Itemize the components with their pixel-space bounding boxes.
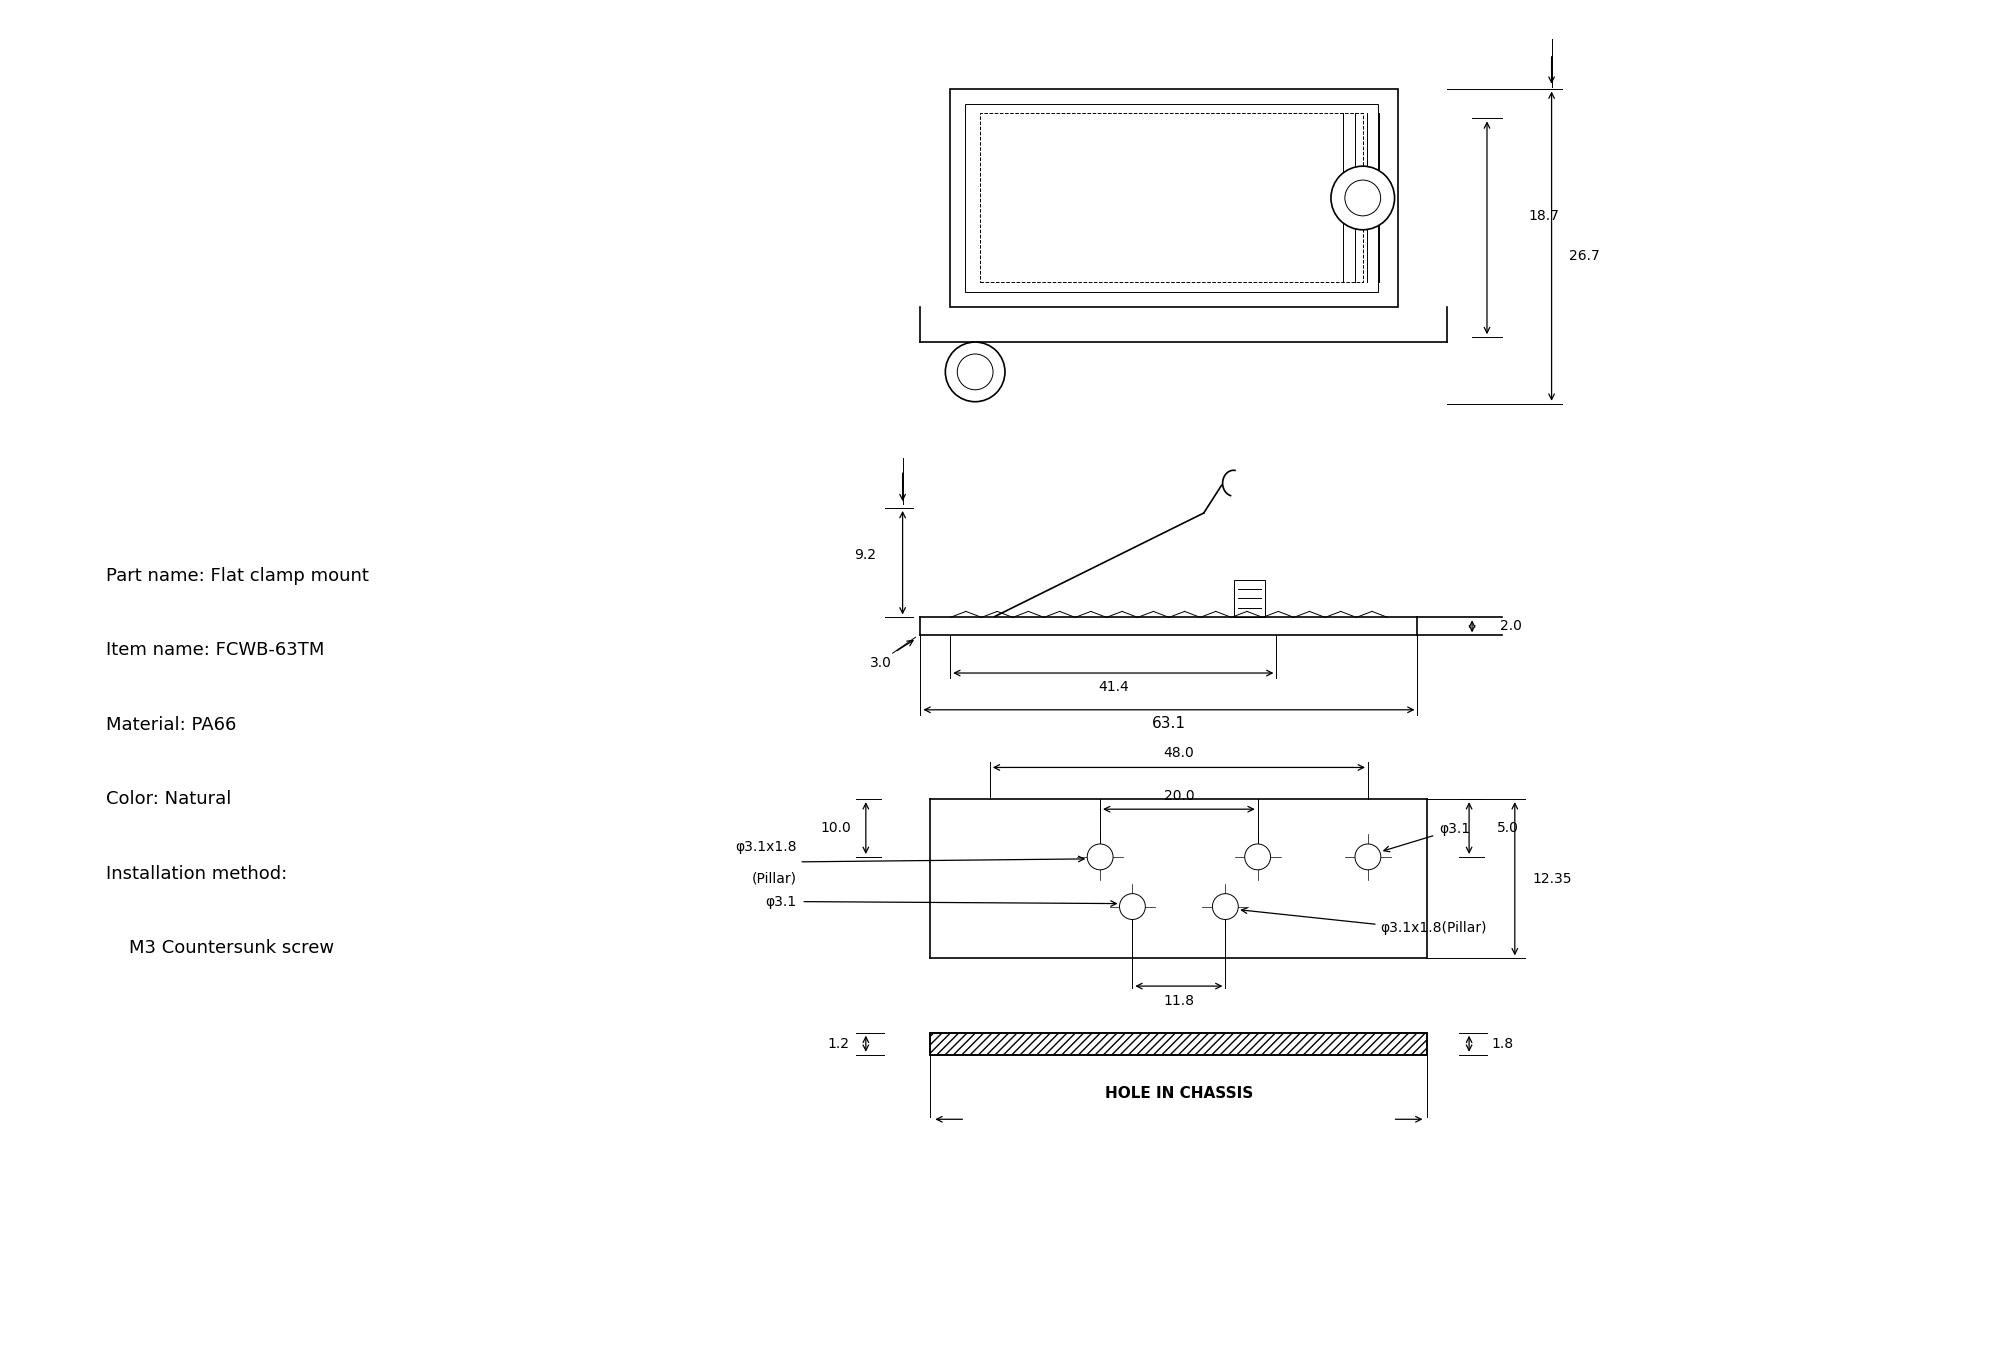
Circle shape (958, 354, 994, 390)
FancyBboxPatch shape (1234, 580, 1266, 618)
Circle shape (1244, 844, 1270, 870)
Text: 26.7: 26.7 (1570, 249, 1600, 263)
Text: Color: Natural: Color: Natural (106, 790, 230, 808)
Circle shape (1354, 844, 1380, 870)
Text: 3.0: 3.0 (870, 656, 892, 671)
Text: Item name: FCWB-63TM: Item name: FCWB-63TM (106, 641, 324, 659)
Circle shape (946, 341, 1004, 401)
FancyBboxPatch shape (930, 1033, 1428, 1054)
Circle shape (1120, 894, 1146, 920)
Circle shape (1330, 167, 1394, 230)
Text: 1.8: 1.8 (1490, 1037, 1514, 1050)
Circle shape (1212, 894, 1238, 920)
Text: (Pillar): (Pillar) (752, 871, 796, 886)
Text: Installation method:: Installation method: (106, 864, 286, 883)
Text: 11.8: 11.8 (1164, 995, 1194, 1008)
Text: 41.4: 41.4 (1098, 680, 1128, 694)
Text: φ3.1: φ3.1 (766, 894, 796, 909)
Text: 10.0: 10.0 (820, 821, 852, 835)
Text: 9.2: 9.2 (854, 547, 876, 562)
Circle shape (1344, 180, 1380, 215)
Text: φ3.1x1.8: φ3.1x1.8 (734, 840, 796, 854)
Text: 63.1: 63.1 (1152, 717, 1186, 732)
Text: 1.2: 1.2 (828, 1037, 850, 1050)
Text: M3 Countersunk screw: M3 Countersunk screw (106, 939, 334, 958)
FancyBboxPatch shape (980, 114, 1362, 282)
Text: 12.35: 12.35 (1532, 871, 1572, 886)
FancyBboxPatch shape (966, 103, 1378, 293)
Text: Part name: Flat clamp mount: Part name: Flat clamp mount (106, 566, 368, 584)
Text: 2.0: 2.0 (1500, 619, 1522, 633)
Text: 5.0: 5.0 (1496, 821, 1518, 835)
Circle shape (1088, 844, 1114, 870)
Text: HOLE IN CHASSIS: HOLE IN CHASSIS (1104, 1087, 1254, 1102)
Text: 18.7: 18.7 (1528, 209, 1560, 222)
Text: 20.0: 20.0 (1164, 789, 1194, 804)
Text: Material: PA66: Material: PA66 (106, 715, 236, 733)
Text: 48.0: 48.0 (1164, 745, 1194, 760)
Text: φ3.1x1.8(Pillar): φ3.1x1.8(Pillar) (1380, 921, 1486, 935)
Text: φ3.1: φ3.1 (1440, 822, 1470, 836)
FancyBboxPatch shape (950, 88, 1398, 308)
